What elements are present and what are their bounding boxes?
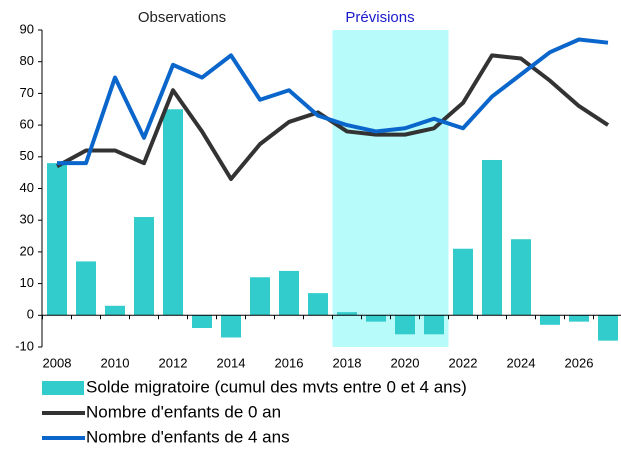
x-tick-label: 2012 bbox=[159, 355, 188, 370]
x-tick-label: 2008 bbox=[43, 355, 72, 370]
x-tick-label: 2024 bbox=[507, 355, 536, 370]
y-tick-label: 30 bbox=[20, 212, 34, 227]
y-tick-label: 10 bbox=[20, 275, 34, 290]
y-tick-label: 60 bbox=[20, 117, 34, 132]
legend-label: Solde migratoire (cumul des mvts entre 0… bbox=[86, 377, 467, 396]
bar bbox=[221, 315, 241, 338]
y-tick-label: -10 bbox=[15, 338, 34, 353]
annotation: Prévisions bbox=[345, 9, 414, 26]
bar bbox=[511, 239, 531, 316]
bar bbox=[395, 315, 415, 335]
legend-label: Nombre d'enfants de 0 an bbox=[86, 402, 281, 421]
bar bbox=[366, 315, 386, 322]
line bbox=[57, 37, 609, 166]
x-tick-label: 2020 bbox=[391, 355, 420, 370]
bar bbox=[105, 305, 125, 316]
bar bbox=[540, 315, 560, 325]
y-tick-label: 90 bbox=[20, 21, 34, 36]
bar bbox=[569, 315, 589, 322]
y-tick-label: 70 bbox=[20, 85, 34, 100]
bar bbox=[482, 159, 502, 316]
bar bbox=[598, 315, 618, 341]
bar bbox=[163, 109, 183, 316]
x-tick-label: 2026 bbox=[565, 355, 594, 370]
annotation: Observations bbox=[138, 9, 226, 26]
bar bbox=[134, 217, 154, 316]
y-tick-label: 0 bbox=[27, 307, 34, 322]
y-tick-label: 40 bbox=[20, 180, 34, 195]
bar bbox=[192, 315, 212, 328]
bar bbox=[308, 293, 328, 316]
x-tick-label: 2016 bbox=[275, 355, 304, 370]
bar bbox=[337, 312, 357, 316]
bar bbox=[47, 163, 67, 316]
x-tick-label: 2014 bbox=[217, 355, 246, 370]
x-tick-label: 2010 bbox=[101, 355, 130, 370]
legend-label: Nombre d'enfants de 4 ans bbox=[86, 427, 290, 446]
bar bbox=[250, 277, 270, 316]
y-tick-label: 80 bbox=[20, 53, 34, 68]
y-tick-label: 20 bbox=[20, 243, 34, 258]
x-tick-label: 2022 bbox=[449, 355, 478, 370]
bar bbox=[453, 248, 473, 316]
bar bbox=[279, 270, 299, 316]
y-tick-label: 50 bbox=[20, 148, 34, 163]
bar bbox=[76, 261, 96, 316]
legend-swatch bbox=[42, 381, 84, 395]
forecast-band bbox=[332, 30, 449, 347]
x-tick-label: 2018 bbox=[333, 355, 362, 370]
bar bbox=[424, 315, 444, 335]
